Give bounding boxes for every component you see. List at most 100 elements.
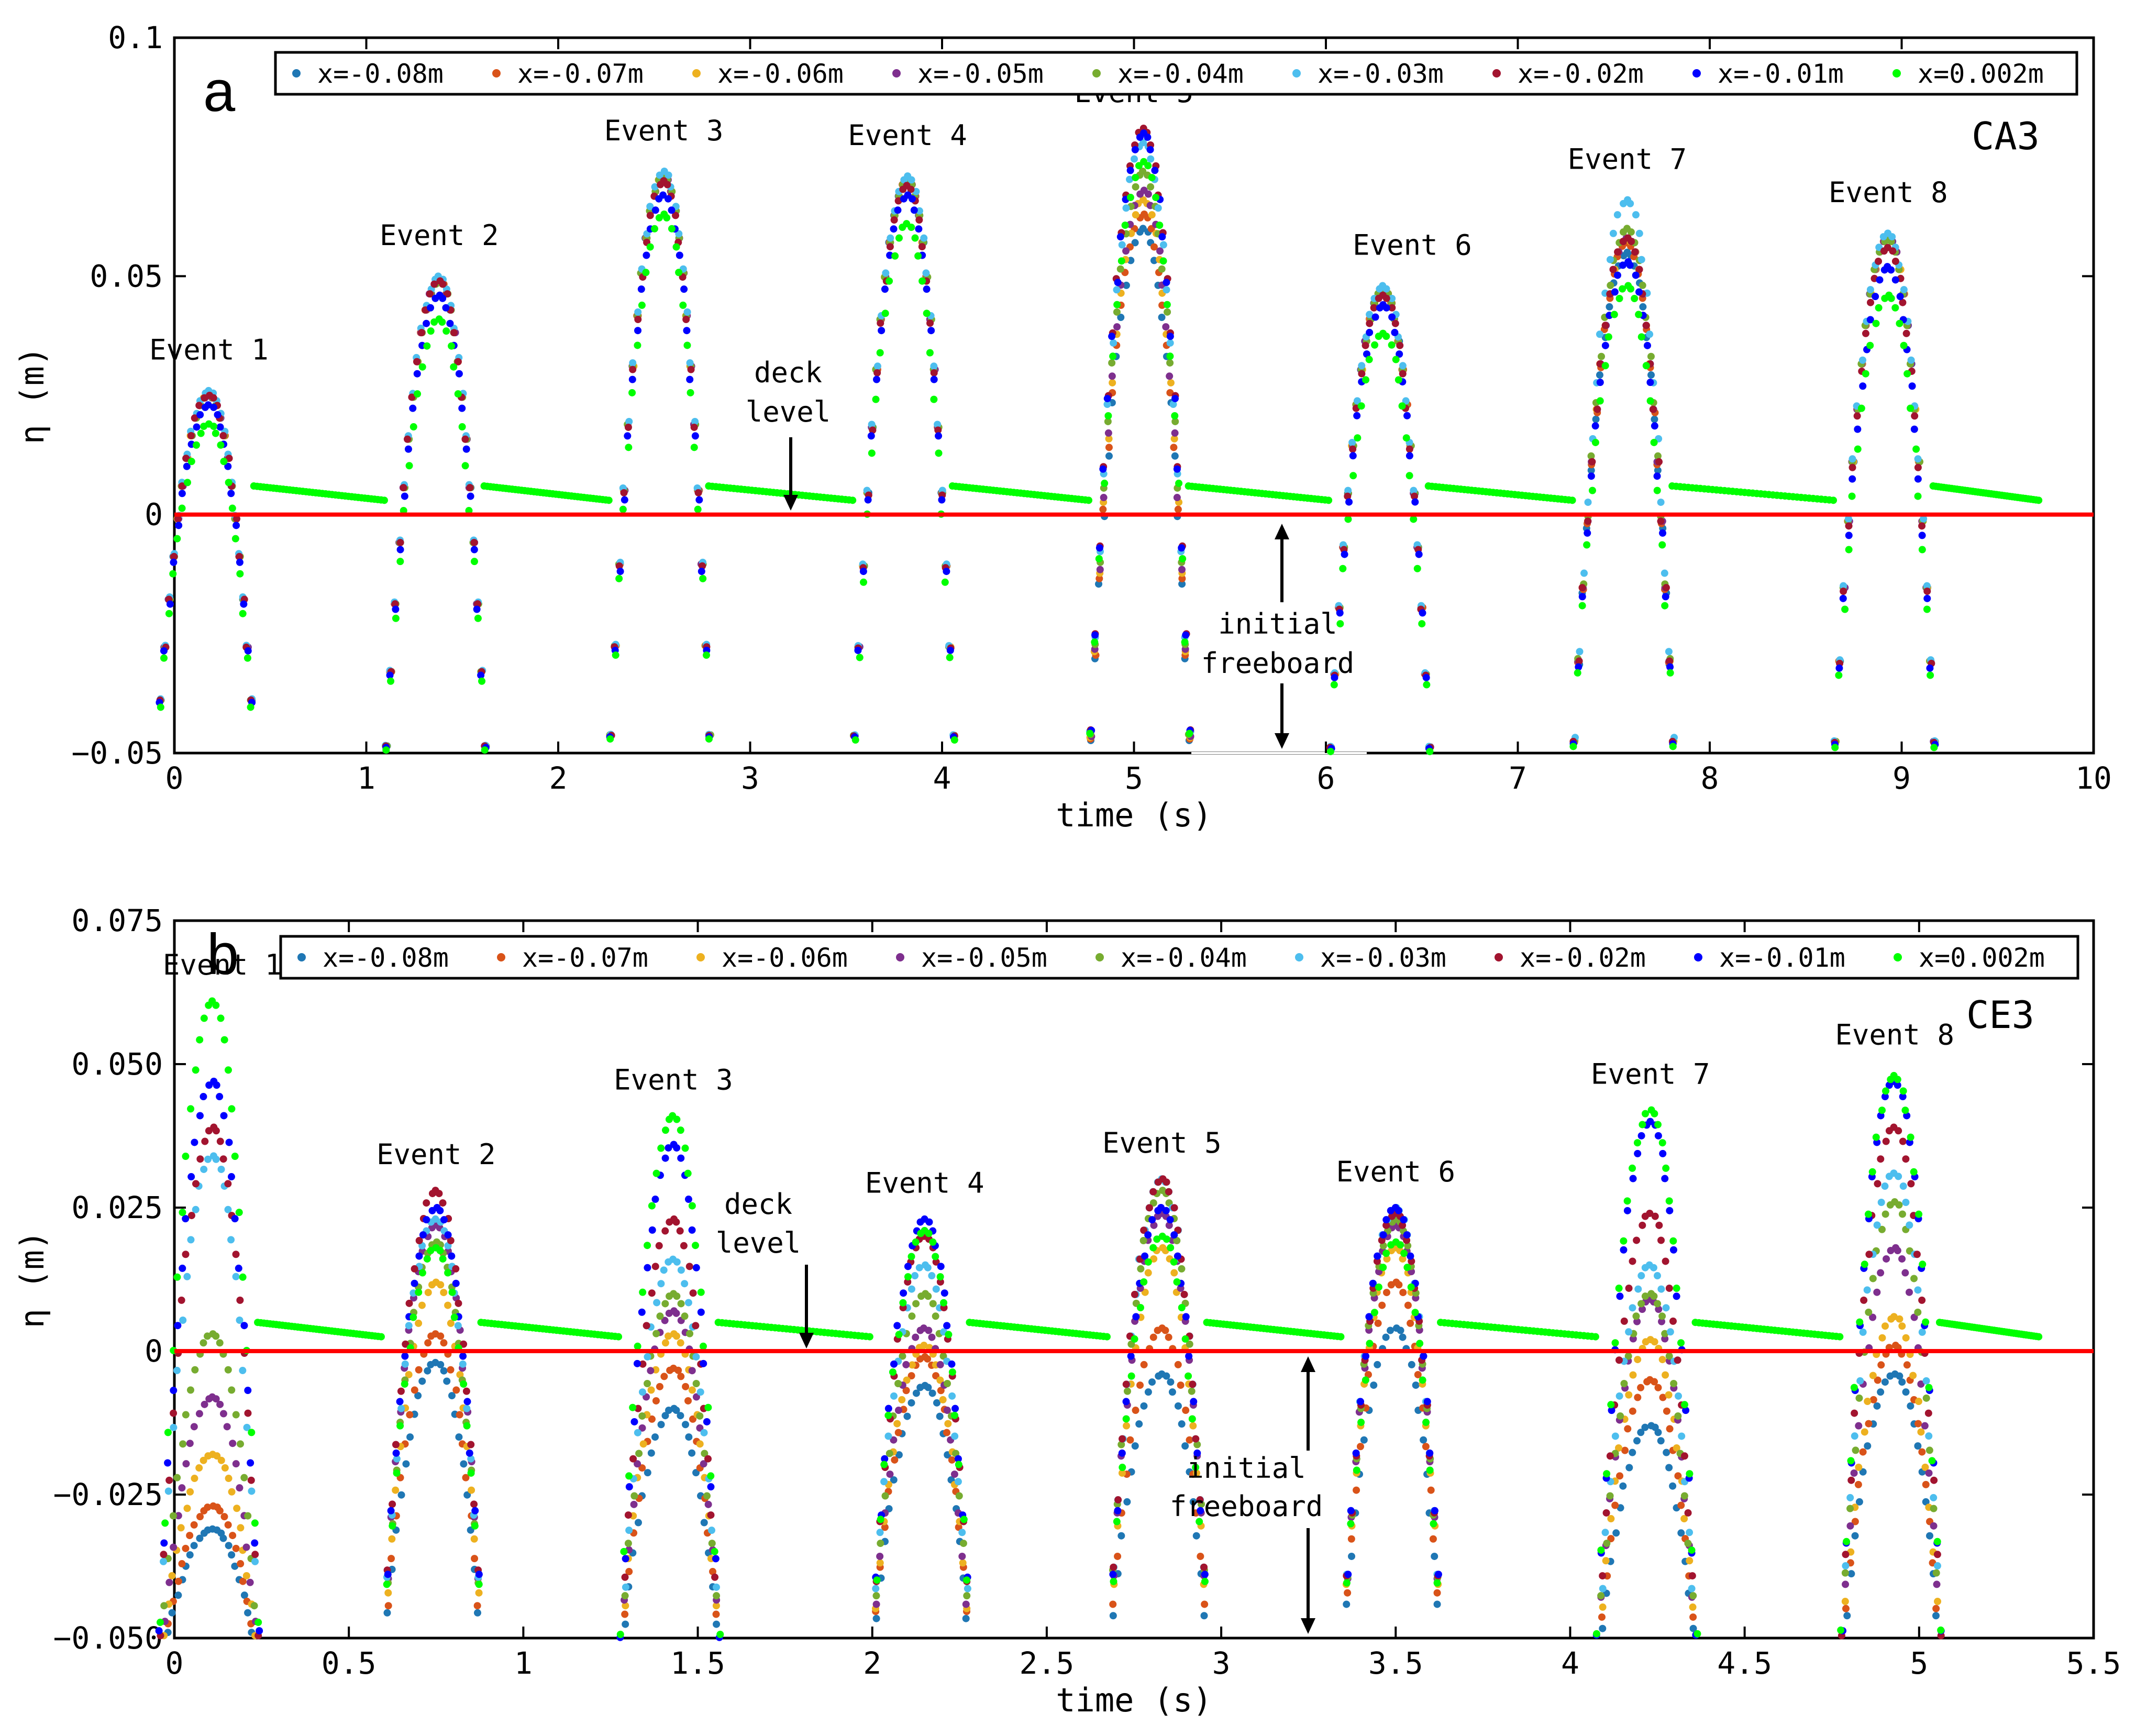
data-point: [1132, 174, 1139, 182]
data-point: [1387, 1326, 1395, 1334]
data-point: [936, 1361, 944, 1368]
data-point: [1646, 330, 1654, 338]
data-point: [1654, 1132, 1662, 1140]
data-point: [700, 1429, 708, 1436]
data-point: [705, 735, 713, 743]
data-point: [1599, 1624, 1607, 1632]
x-tick-label: 1.5: [670, 1645, 725, 1681]
legend-entry: x=-0.02m: [1518, 59, 1644, 89]
data-point: [1099, 505, 1107, 513]
data-point: [450, 363, 458, 371]
data-point: [962, 1600, 970, 1608]
data-point: [481, 746, 489, 754]
data-point: [647, 1367, 655, 1375]
data-point: [899, 1299, 907, 1307]
data-point: [1362, 1376, 1369, 1384]
x-tick-label: 4: [1561, 1645, 1579, 1681]
data-point: [1182, 631, 1190, 639]
data-point: [643, 1322, 650, 1330]
data-point: [2035, 1333, 2043, 1341]
data-point: [389, 1522, 396, 1530]
data-point: [187, 432, 195, 439]
data-point: [873, 369, 881, 377]
data-point: [413, 370, 421, 378]
data-point: [1131, 1290, 1138, 1298]
data-point: [1620, 1246, 1628, 1254]
data-point: [638, 1464, 646, 1472]
data-point: [182, 1153, 190, 1160]
data-point: [1896, 1372, 1903, 1380]
data-point: [1864, 1210, 1872, 1218]
data-point: [1188, 1387, 1196, 1395]
data-point: [1633, 1236, 1641, 1244]
data-point: [1899, 298, 1907, 306]
event-label: Event 4: [848, 119, 967, 152]
data-point: [1911, 412, 1919, 420]
data-point: [1655, 1221, 1663, 1229]
data-point: [168, 1572, 176, 1579]
data-point: [1891, 304, 1899, 312]
data-point: [397, 1387, 405, 1395]
data-point: [1362, 376, 1370, 384]
data-point: [470, 538, 478, 546]
data-point: [908, 1312, 916, 1320]
data-point: [183, 1505, 191, 1512]
legend-entry: x=-0.04m: [1121, 943, 1247, 973]
data-point: [387, 677, 395, 685]
data-point: [1388, 294, 1396, 302]
data-point: [1859, 356, 1867, 364]
data-point: [1587, 472, 1595, 480]
legend-marker: [492, 69, 501, 78]
data-point: [677, 1266, 685, 1274]
data-point: [630, 1492, 638, 1500]
data-point: [204, 1332, 212, 1340]
data-point: [887, 234, 894, 242]
data-point: [891, 1456, 899, 1464]
data-point: [644, 1353, 651, 1361]
data-point: [1388, 304, 1396, 312]
data-point: [1887, 294, 1895, 302]
data-point: [889, 1368, 897, 1376]
data-point: [1405, 472, 1413, 480]
data-point: [648, 1415, 656, 1423]
data-point: [1663, 1448, 1670, 1456]
data-point: [410, 423, 417, 431]
data-point: [444, 1269, 452, 1277]
data-point: [200, 1339, 207, 1347]
data-point: [1921, 1422, 1929, 1430]
data-point: [1920, 515, 1928, 523]
data-point: [634, 341, 641, 349]
data-point: [439, 294, 447, 302]
data-point: [1104, 429, 1112, 437]
data-point: [1095, 544, 1103, 552]
data-point: [651, 1433, 659, 1441]
data-point: [621, 1610, 629, 1618]
data-point: [1149, 1199, 1157, 1207]
data-point: [1411, 492, 1419, 500]
data-point: [652, 1169, 660, 1177]
data-point: [401, 492, 408, 500]
data-point: [683, 341, 691, 349]
data-point: [251, 1539, 259, 1547]
data-point: [384, 1571, 392, 1578]
data-point: [1365, 356, 1373, 363]
data-point: [1918, 1296, 1926, 1304]
deck-label: level: [716, 1226, 801, 1259]
data-point: [1899, 1182, 1907, 1190]
data-point: [1407, 1283, 1415, 1291]
data-point: [468, 1486, 475, 1494]
data-point: [1894, 1081, 1901, 1089]
data-point: [1352, 1449, 1360, 1457]
data-point: [1637, 1384, 1645, 1391]
data-point: [1200, 1563, 1208, 1571]
data-point: [392, 1486, 400, 1494]
data-point: [1127, 1352, 1135, 1360]
data-point: [963, 1576, 971, 1584]
data-point: [684, 1397, 692, 1405]
data-point: [1331, 673, 1338, 681]
data-point: [624, 432, 632, 440]
data-point: [1140, 1361, 1148, 1368]
data-point: [1170, 1269, 1178, 1277]
data-point: [674, 1366, 682, 1374]
data-point: [396, 1398, 404, 1406]
